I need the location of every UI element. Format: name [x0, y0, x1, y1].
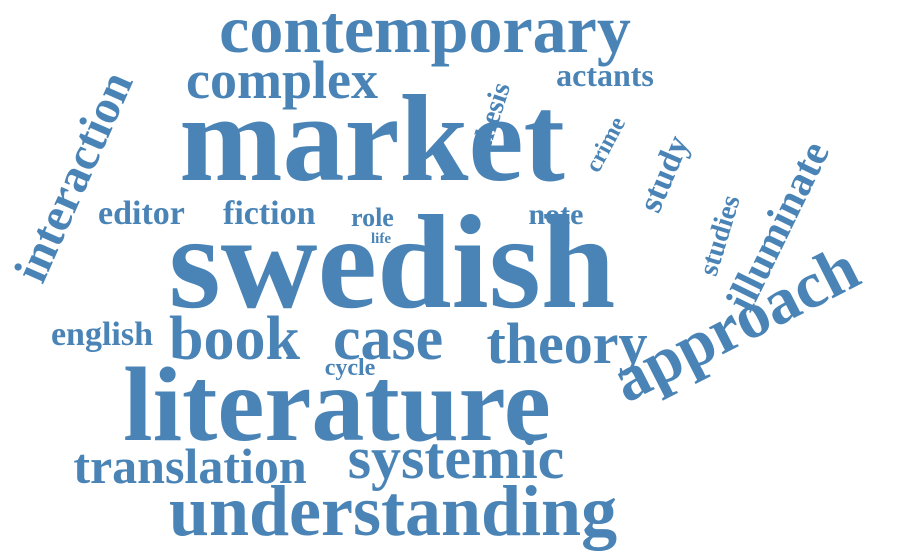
word-actants: actants: [556, 57, 654, 93]
word-english: english: [51, 316, 153, 353]
word-interaction: interaction: [4, 64, 144, 290]
word-market: market: [179, 70, 565, 207]
word-complex: complex: [186, 50, 378, 110]
word-literature: literature: [123, 346, 551, 463]
word-book: book: [169, 305, 300, 373]
word-crime: crime: [581, 112, 632, 176]
word-theory: theory: [486, 311, 647, 376]
word-contemporary: contemporary: [219, 0, 631, 67]
word-cycle: cycle: [325, 355, 376, 381]
word-swedish: swedish: [169, 188, 616, 336]
word-study: study: [632, 130, 697, 218]
word-translation: translation: [73, 438, 307, 494]
word-editor: editor: [98, 195, 185, 232]
word-note: note: [529, 198, 584, 231]
word-life: life: [371, 231, 391, 247]
word-fiction: fiction: [223, 195, 316, 232]
word-systemic: systemic: [348, 425, 565, 491]
word-understanding: understanding: [169, 471, 617, 551]
word-case: case: [333, 305, 443, 373]
word-role: role: [351, 203, 394, 232]
